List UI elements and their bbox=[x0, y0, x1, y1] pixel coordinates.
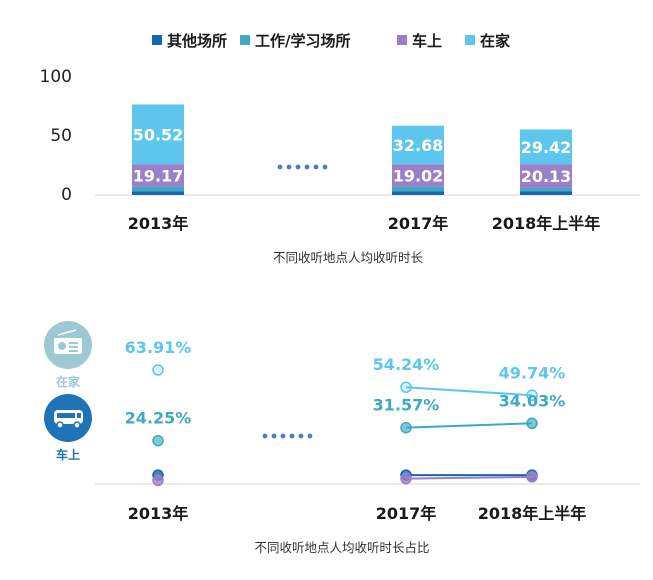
legend-label-car: 车上 bbox=[412, 32, 442, 50]
legend-label-other: 其他场所 bbox=[167, 32, 227, 50]
gap-dot bbox=[322, 164, 328, 170]
point-data-label: 24.25% bbox=[125, 409, 192, 428]
gap-dot bbox=[271, 433, 277, 439]
gap-dot bbox=[304, 164, 310, 170]
series-line bbox=[405, 475, 533, 480]
series-point bbox=[400, 421, 412, 434]
series-point bbox=[400, 381, 412, 393]
bar-segment bbox=[132, 191, 184, 195]
gap-dot bbox=[295, 164, 301, 170]
bar-segment bbox=[520, 129, 572, 165]
y-tick-label: 100 bbox=[40, 67, 72, 87]
bar-segment bbox=[132, 104, 184, 165]
y-tick-label: 50 bbox=[50, 126, 72, 146]
point-data-label: 49.74% bbox=[499, 363, 566, 382]
point-data-label: 31.57% bbox=[373, 396, 440, 415]
bar-segment bbox=[392, 186, 444, 192]
bar-segment bbox=[520, 164, 572, 188]
share-line-chart: 63.91% 54.24% 49.74% 24.25% 31.57% 34.03% 201… bbox=[95, 338, 640, 555]
radio-icon-glyph bbox=[54, 329, 82, 354]
bar-segment bbox=[392, 191, 444, 195]
chart-caption: 不同收听地点人均收听时长占比 bbox=[254, 540, 429, 555]
car-icon-label: 车上 bbox=[56, 447, 80, 462]
legend-swatch-car bbox=[397, 35, 407, 45]
bar-data-label: 19.02 bbox=[393, 167, 444, 186]
x-category-label: 2018年上半年 bbox=[478, 504, 587, 523]
gap-dot bbox=[289, 433, 295, 439]
gap-marker-dots bbox=[277, 164, 328, 170]
gap-dot bbox=[262, 433, 268, 439]
legend-swatch-home bbox=[465, 35, 475, 45]
car-icon-badge: 车上 bbox=[44, 394, 92, 462]
home-icon-label: 在家 bbox=[56, 374, 81, 389]
series-point bbox=[152, 364, 164, 376]
bar-data-label: 32.68 bbox=[393, 136, 444, 155]
series-point bbox=[526, 389, 538, 402]
bar-segment bbox=[132, 164, 184, 187]
legend-label-home: 在家 bbox=[480, 32, 510, 50]
bar-segment bbox=[392, 125, 444, 165]
bar-segment bbox=[520, 191, 572, 195]
series-line bbox=[405, 422, 533, 429]
series-point bbox=[152, 474, 164, 487]
point-data-label: 54.24% bbox=[373, 355, 440, 374]
bar-data-label: 50.52 bbox=[133, 125, 184, 144]
point-data-label: 63.91% bbox=[125, 338, 192, 357]
legend-label-work: 工作/学习场所 bbox=[255, 32, 350, 50]
home-icon-badge: 在家 bbox=[44, 321, 92, 389]
gap-dot bbox=[280, 433, 286, 439]
x-category-label: 2017年 bbox=[376, 504, 437, 523]
gap-marker-dots bbox=[262, 433, 313, 439]
gap-dot bbox=[277, 164, 283, 170]
series-point bbox=[526, 417, 538, 430]
legend: 其他场所 工作/学习场所 车上 在家 bbox=[152, 32, 510, 50]
series-point bbox=[400, 472, 412, 485]
series-line bbox=[405, 386, 533, 397]
series-point bbox=[152, 434, 164, 447]
y-tick-label: 0 bbox=[61, 185, 72, 205]
bar-segment bbox=[520, 187, 572, 192]
gap-dot bbox=[298, 433, 304, 439]
x-category-label: 2013年 bbox=[128, 504, 189, 523]
x-category-label: 2018年上半年 bbox=[492, 214, 601, 233]
bar-data-label: 29.42 bbox=[521, 138, 572, 157]
bar-segment bbox=[132, 186, 184, 192]
x-category-label: 2013年 bbox=[128, 214, 189, 233]
chart-caption: 不同收听地点人均收听时长 bbox=[273, 250, 424, 265]
bus-icon-glyph bbox=[54, 410, 83, 429]
stacked-bar-chart: 100 50 0 19.1750.5219.0232.6820.1329.42 … bbox=[40, 67, 640, 265]
legend-swatch-work bbox=[240, 35, 250, 45]
series-point bbox=[526, 471, 538, 483]
bar-data-label: 19.17 bbox=[133, 166, 184, 185]
x-category-label: 2017年 bbox=[388, 214, 449, 233]
gap-dot bbox=[286, 164, 292, 170]
gap-dot bbox=[307, 433, 313, 439]
gap-dot bbox=[313, 164, 319, 170]
bar-data-label: 20.13 bbox=[521, 167, 572, 186]
legend-swatch-other bbox=[152, 35, 162, 45]
bar-segment bbox=[392, 164, 444, 187]
point-data-label: 34.03% bbox=[499, 391, 566, 410]
